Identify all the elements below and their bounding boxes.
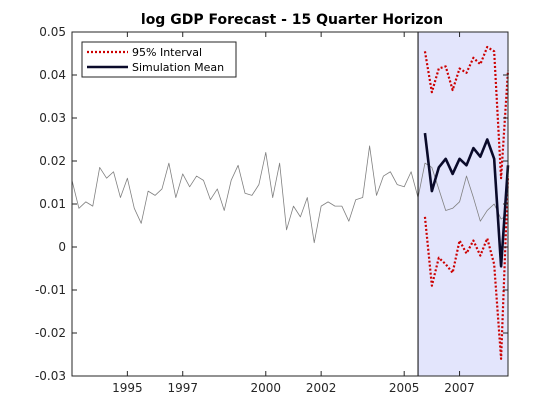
series-line-upper bbox=[423, 45, 510, 180]
legend-label-mean: Simulation Mean bbox=[132, 61, 224, 74]
legend-box bbox=[81, 41, 237, 78]
y-tick-label: 0.04 bbox=[39, 68, 66, 82]
x-tick-label: 2002 bbox=[306, 381, 337, 395]
x-tick-label: 1997 bbox=[167, 381, 198, 395]
x-tick-label: 2000 bbox=[251, 381, 282, 395]
y-tick-label: 0.01 bbox=[39, 197, 66, 211]
x-tick-label: 2005 bbox=[389, 381, 420, 395]
x-tick-label: 1995 bbox=[112, 381, 143, 395]
y-tick-label: -0.01 bbox=[35, 283, 66, 297]
legend-label-interval: 95% Interval bbox=[132, 46, 202, 59]
y-tick-label: 0.03 bbox=[39, 111, 66, 125]
chart-title: log GDP Forecast - 15 Quarter Horizon bbox=[141, 12, 443, 28]
y-tick-label: -0.03 bbox=[35, 369, 66, 383]
axis-ticks: -0.03 -0.02 -0.01 0 0.01 0.02 0.03 0.04 0.05 1995… bbox=[35, 25, 508, 395]
y-tick-label: 0.05 bbox=[39, 25, 66, 39]
y-tick-label: -0.02 bbox=[35, 326, 66, 340]
x-tick-label: 2007 bbox=[444, 381, 475, 395]
y-tick-label: 0.02 bbox=[39, 154, 66, 168]
y-tick-label: 0 bbox=[58, 240, 66, 254]
legend: 95% Interval Simulation Mean bbox=[81, 41, 237, 78]
series-layer bbox=[71, 45, 510, 360]
series-line-mean bbox=[423, 132, 510, 268]
series-line-lower bbox=[423, 176, 510, 360]
